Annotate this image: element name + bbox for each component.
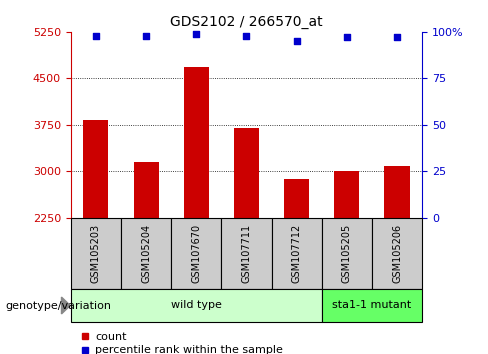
Bar	[71, 218, 121, 289]
Bar	[322, 218, 372, 289]
Point	[142, 33, 150, 39]
Bar	[271, 218, 322, 289]
Bar	[83, 120, 108, 218]
Bar	[121, 218, 171, 289]
Bar	[234, 128, 259, 218]
Text: genotype/variation: genotype/variation	[5, 301, 111, 310]
Text: GSM105205: GSM105205	[342, 223, 352, 283]
Bar	[183, 67, 209, 218]
Text: wild type: wild type	[171, 300, 222, 310]
Text: GSM107670: GSM107670	[191, 223, 201, 283]
Point	[393, 35, 401, 40]
Point	[293, 38, 301, 44]
Legend: count, percentile rank within the sample: count, percentile rank within the sample	[76, 328, 287, 354]
Bar	[134, 162, 159, 218]
Text: GSM107712: GSM107712	[292, 223, 302, 283]
Point	[192, 31, 200, 36]
Title: GDS2102 / 266570_at: GDS2102 / 266570_at	[170, 16, 323, 29]
Bar	[334, 171, 359, 218]
Bar	[71, 289, 322, 322]
Polygon shape	[61, 297, 70, 314]
Point	[92, 33, 100, 39]
Bar	[385, 166, 409, 218]
Text: GSM105204: GSM105204	[141, 223, 151, 283]
Bar	[222, 218, 271, 289]
Text: sta1-1 mutant: sta1-1 mutant	[332, 300, 411, 310]
Text: GSM105203: GSM105203	[91, 223, 101, 283]
Point	[243, 33, 250, 39]
Text: GSM105206: GSM105206	[392, 223, 402, 283]
Point	[343, 35, 351, 40]
Bar	[171, 218, 222, 289]
Text: GSM107711: GSM107711	[242, 223, 251, 283]
Bar	[322, 289, 422, 322]
Bar	[284, 179, 309, 218]
Bar	[372, 218, 422, 289]
